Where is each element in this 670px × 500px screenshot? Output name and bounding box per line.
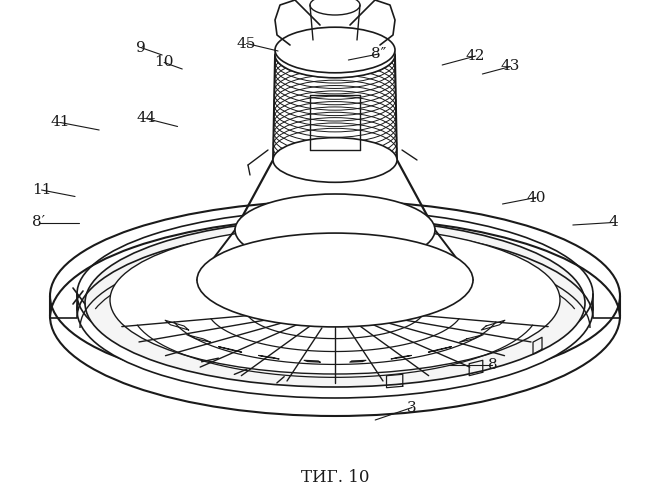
Text: 4: 4 xyxy=(608,216,618,230)
Text: 3: 3 xyxy=(407,400,417,414)
Text: 45: 45 xyxy=(237,36,256,51)
Ellipse shape xyxy=(77,222,593,398)
Ellipse shape xyxy=(310,0,360,15)
Text: ΤИГ. 10: ΤИГ. 10 xyxy=(301,469,369,486)
Ellipse shape xyxy=(110,226,560,374)
Text: 8: 8 xyxy=(488,358,497,372)
Text: 8′: 8′ xyxy=(32,216,46,230)
Ellipse shape xyxy=(275,27,395,73)
Ellipse shape xyxy=(85,219,585,387)
Ellipse shape xyxy=(275,32,395,78)
Text: 42: 42 xyxy=(466,49,486,63)
Ellipse shape xyxy=(197,233,473,327)
Text: 43: 43 xyxy=(501,60,520,74)
Text: 11: 11 xyxy=(31,183,52,197)
Ellipse shape xyxy=(77,210,593,378)
Ellipse shape xyxy=(50,216,620,416)
Text: 41: 41 xyxy=(50,116,70,130)
Ellipse shape xyxy=(235,194,435,266)
Text: 10: 10 xyxy=(154,56,174,70)
Text: 40: 40 xyxy=(526,190,546,204)
Ellipse shape xyxy=(273,138,397,182)
Text: 8″: 8″ xyxy=(371,47,386,61)
Text: 9: 9 xyxy=(136,40,145,54)
Ellipse shape xyxy=(50,201,620,391)
Text: 44: 44 xyxy=(136,112,156,126)
